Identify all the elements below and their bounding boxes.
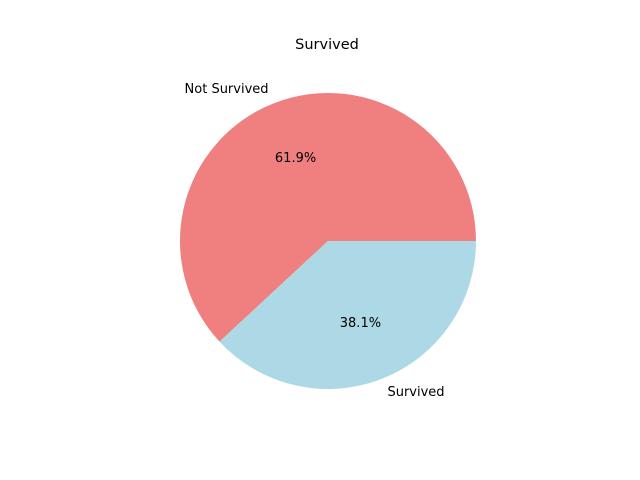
pie-slice-survived: [219, 241, 476, 389]
chart-title: Survived: [295, 37, 359, 53]
pie-area: Not Survived 61.9% Survived 38.1%: [180, 82, 476, 400]
percent-label-not-survived: 61.9%: [275, 151, 316, 166]
pie-slice-not-survived: [180, 93, 476, 342]
slice-label-survived: Survived: [387, 385, 444, 400]
slice-label-not-survived: Not Survived: [185, 82, 269, 97]
percent-label-survived: 38.1%: [340, 316, 381, 331]
